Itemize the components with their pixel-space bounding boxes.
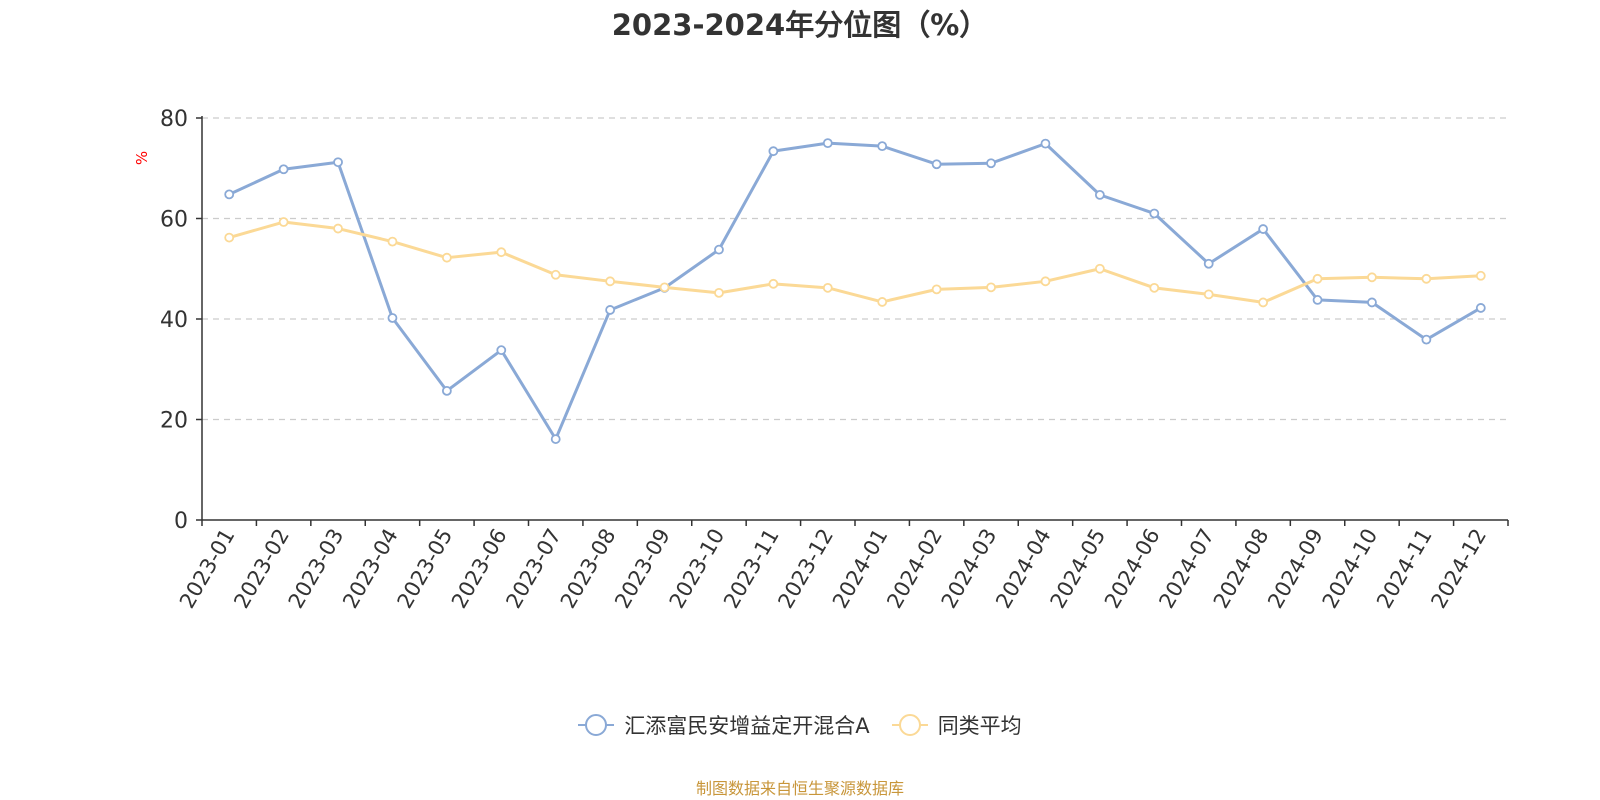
y-tick-label: 60 — [160, 208, 188, 233]
data-point — [1149, 208, 1160, 219]
y-axis-tick-labels: 0 20 40 60 80 — [160, 107, 188, 534]
data-point — [931, 284, 942, 295]
data-point — [1149, 282, 1160, 293]
data-point — [224, 189, 235, 200]
data-point — [1367, 272, 1377, 283]
y-tick-label: 80 — [160, 107, 188, 132]
data-point — [1203, 289, 1214, 300]
data-point — [768, 146, 779, 157]
data-point — [387, 313, 398, 323]
data-point — [1312, 273, 1323, 284]
data-source-note: 制图数据来自恒生聚源数据库 — [695, 779, 904, 798]
data-point — [278, 164, 289, 175]
y-tick-label: 40 — [160, 308, 188, 333]
data-point — [931, 159, 942, 170]
data-point — [1421, 273, 1432, 284]
data-point — [1094, 189, 1105, 200]
data-point — [550, 434, 561, 444]
data-point — [714, 287, 724, 298]
data-point — [1203, 258, 1214, 269]
series-line — [228, 141, 1482, 441]
series-1 — [224, 217, 1486, 308]
data-point — [1040, 138, 1051, 149]
data-point — [877, 297, 888, 307]
data-point — [768, 278, 779, 289]
chart-title: 2023-2024年分位图（%） — [611, 8, 989, 42]
axes — [196, 116, 1509, 526]
data-point — [1475, 303, 1486, 313]
data-point — [496, 345, 507, 356]
data-point — [550, 269, 561, 280]
data-point — [1367, 297, 1377, 308]
data-point — [278, 217, 289, 227]
data-point — [224, 232, 235, 243]
data-point — [441, 385, 452, 396]
x-tick-label: 2024-12 — [1426, 525, 1491, 613]
data-point — [986, 158, 996, 169]
data-point — [659, 282, 670, 293]
series-layer — [224, 138, 1486, 444]
data-point — [605, 305, 616, 315]
legend-item-peer-average[interactable]: 同类平均 — [891, 710, 1022, 740]
data-point — [387, 236, 398, 247]
legend-marker-peer-average — [891, 714, 928, 736]
legend-label-fund: 汇添富民安增益定开混合A — [624, 714, 870, 738]
legend-label-peer-average: 同类平均 — [937, 714, 1022, 738]
gridlines — [202, 117, 1508, 421]
data-point — [986, 282, 996, 293]
series-0 — [224, 138, 1486, 444]
y-axis-label: % — [133, 151, 151, 165]
data-point — [877, 141, 888, 152]
y-tick-label: 20 — [160, 409, 188, 434]
data-point — [496, 247, 507, 258]
data-point — [1094, 263, 1105, 274]
y-tick-label: 0 — [174, 509, 188, 534]
x-axis-tick-labels: 2023-012023-022023-032023-042023-052023-… — [175, 525, 1491, 613]
data-point — [441, 252, 452, 263]
legend-item-fund[interactable]: 汇添富民安增益定开混合A — [578, 710, 870, 740]
data-point — [822, 282, 833, 293]
data-point — [605, 276, 616, 287]
series-line — [228, 220, 1481, 304]
legend-marker-fund — [578, 714, 615, 736]
data-point — [333, 223, 343, 234]
data-point — [1421, 334, 1432, 345]
data-point — [1258, 297, 1269, 308]
data-point — [714, 244, 724, 255]
data-point — [1258, 224, 1269, 234]
data-point — [1040, 276, 1051, 287]
data-point — [1475, 270, 1486, 281]
data-point — [822, 138, 833, 149]
legend: 汇添富民安增益定开混合A 同类平均 — [0, 710, 1600, 740]
data-point — [333, 157, 343, 168]
data-point — [1312, 295, 1323, 305]
